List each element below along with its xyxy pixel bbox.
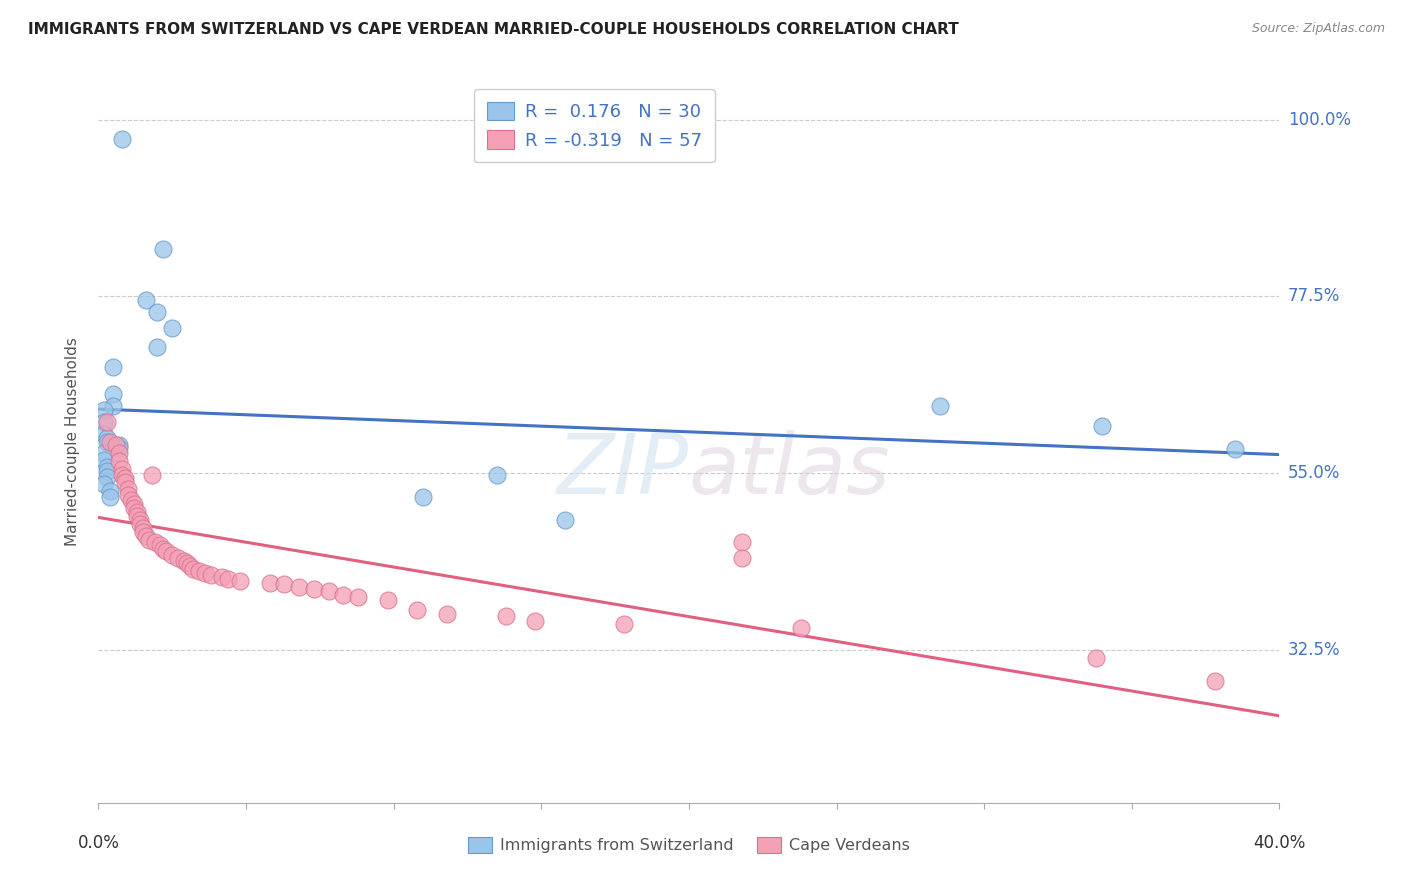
Point [347, 590, 370, 604]
Point [135, 293, 157, 308]
Point [135, 529, 157, 543]
Point [377, 593, 399, 607]
Legend: Immigrants from Switzerland, Cape Verdeans: Immigrants from Switzerland, Cape Verdea… [461, 830, 917, 860]
Point [103, 359, 125, 374]
Point [288, 580, 311, 594]
Point [146, 340, 169, 354]
Point [122, 501, 145, 516]
Text: 40.0%: 40.0% [1253, 834, 1306, 852]
Point [731, 535, 754, 549]
Text: 77.5%: 77.5% [1288, 287, 1340, 305]
Point [146, 305, 169, 319]
Point [108, 438, 131, 452]
Point [259, 575, 281, 590]
Point [108, 441, 131, 455]
Point [332, 588, 354, 602]
Point [103, 387, 125, 401]
Point [103, 399, 125, 413]
Point [96, 431, 118, 445]
Point [125, 509, 148, 524]
Point [125, 505, 148, 519]
Point [149, 538, 172, 552]
Point [173, 554, 195, 568]
Text: 100.0%: 100.0% [1288, 111, 1351, 128]
Point [302, 582, 325, 597]
Point [128, 513, 150, 527]
Point [176, 556, 198, 570]
Point [93, 446, 115, 460]
Point [200, 568, 222, 582]
Point [273, 577, 295, 591]
Point [412, 490, 434, 504]
Point [162, 320, 183, 334]
Point [143, 535, 166, 549]
Point [96, 415, 118, 429]
Point [98, 434, 121, 449]
Point [152, 242, 174, 256]
Point [790, 622, 813, 636]
Point [96, 460, 118, 475]
Point [524, 614, 547, 628]
Point [141, 467, 163, 482]
Point [194, 566, 217, 581]
Y-axis label: Married-couple Households: Married-couple Households [65, 337, 80, 546]
Point [108, 454, 131, 468]
Point [318, 583, 340, 598]
Point [122, 497, 145, 511]
Point [128, 516, 150, 531]
Point [152, 542, 174, 557]
Text: atlas: atlas [689, 430, 890, 511]
Text: Source: ZipAtlas.com: Source: ZipAtlas.com [1251, 22, 1385, 36]
Point [138, 533, 160, 547]
Point [117, 482, 139, 496]
Point [217, 572, 239, 586]
Point [613, 616, 636, 631]
Text: IMMIGRANTS FROM SWITZERLAND VS CAPE VERDEAN MARRIED-COUPLE HOUSEHOLDS CORRELATIO: IMMIGRANTS FROM SWITZERLAND VS CAPE VERD… [28, 22, 959, 37]
Point [167, 550, 190, 565]
Point [98, 490, 121, 504]
Point [486, 467, 509, 482]
Point [93, 426, 115, 441]
Point [929, 399, 952, 413]
Point [120, 493, 142, 508]
Point [132, 524, 155, 539]
Point [495, 608, 517, 623]
Text: 55.0%: 55.0% [1288, 464, 1340, 482]
Point [132, 521, 155, 535]
Point [111, 132, 134, 146]
Point [93, 477, 115, 491]
Point [229, 574, 252, 588]
Text: ZIP: ZIP [557, 430, 689, 511]
Point [554, 513, 576, 527]
Point [406, 603, 429, 617]
Point [436, 607, 458, 622]
Point [93, 452, 115, 467]
Point [162, 549, 183, 563]
Point [181, 562, 204, 576]
Point [187, 564, 209, 578]
Text: 0.0%: 0.0% [77, 834, 120, 852]
Point [93, 415, 115, 429]
Point [93, 403, 115, 417]
Point [98, 483, 121, 498]
Point [96, 464, 118, 478]
Point [1085, 650, 1108, 665]
Point [114, 471, 136, 485]
Point [105, 438, 128, 452]
Point [179, 558, 201, 573]
Point [111, 467, 134, 482]
Point [211, 569, 233, 583]
Point [731, 550, 754, 565]
Point [114, 475, 136, 490]
Point [1225, 442, 1247, 457]
Point [96, 434, 118, 449]
Point [96, 470, 118, 484]
Point [155, 544, 177, 558]
Point [111, 462, 134, 476]
Point [1204, 674, 1226, 689]
Text: 32.5%: 32.5% [1288, 640, 1340, 658]
Point [108, 446, 131, 460]
Point [117, 488, 139, 502]
Point [1091, 418, 1114, 433]
